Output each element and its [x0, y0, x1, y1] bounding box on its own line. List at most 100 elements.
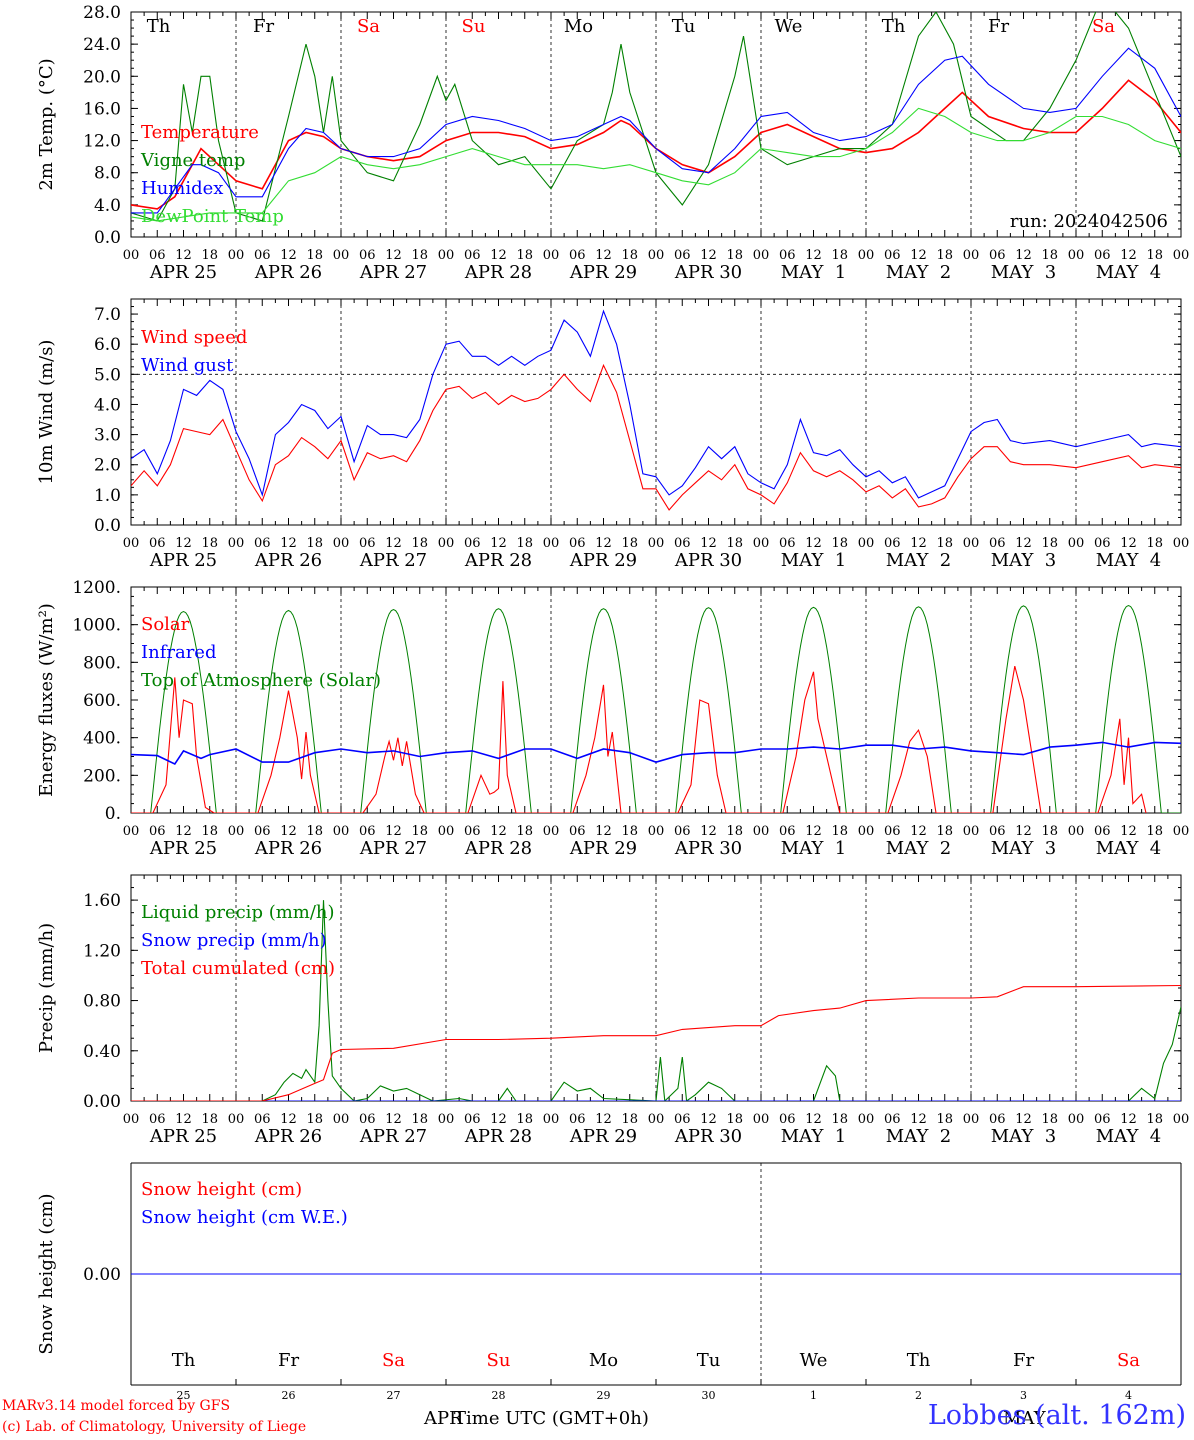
- hour-tick-label: 18: [936, 248, 953, 263]
- hour-tick-label: 00: [648, 824, 665, 839]
- hour-tick-label: 06: [464, 248, 481, 263]
- hour-tick-label: 18: [516, 1112, 533, 1127]
- date-label: MAY 3: [991, 550, 1056, 571]
- hour-tick-label: 12: [280, 824, 297, 839]
- date-label: APR 26: [254, 550, 322, 571]
- hour-tick-label: 12: [385, 536, 402, 551]
- y-tick-label: 0.0: [94, 228, 121, 248]
- y-tick-label: 600.: [83, 691, 121, 711]
- hour-tick-label: 06: [1094, 248, 1111, 263]
- hour-tick-label: 12: [385, 824, 402, 839]
- hour-tick-label: 00: [438, 1112, 455, 1127]
- y-axis-title: 10m Wind (m/s): [36, 340, 57, 485]
- date-label: APR 28: [464, 838, 532, 859]
- legend-entry: DewPoint Temp: [141, 206, 284, 227]
- series-solar-line: [131, 665, 1147, 813]
- day-number-label: 1: [810, 1389, 817, 1402]
- hour-tick-label: 06: [779, 824, 796, 839]
- weekday-label: Th: [172, 1350, 196, 1371]
- hour-tick-label: 12: [490, 1112, 507, 1127]
- hour-tick-label: 18: [831, 824, 848, 839]
- hour-tick-label: 12: [490, 248, 507, 263]
- y-tick-label: 3.0: [94, 426, 121, 446]
- hour-tick-label: 00: [543, 824, 560, 839]
- y-tick-label: 0.0: [94, 516, 121, 536]
- legend-entry: Snow height (cm W.E.): [141, 1207, 348, 1228]
- hour-tick-label: 00: [228, 536, 245, 551]
- date-label: APR 30: [674, 550, 742, 571]
- y-tick-label: 1.20: [83, 941, 121, 961]
- legend-entry: Wind speed: [141, 327, 247, 348]
- day-number-label: 2: [915, 1389, 922, 1402]
- y-tick-label: 6.0: [94, 335, 121, 355]
- day-number-label: 29: [597, 1389, 611, 1402]
- weekday-label: Sa: [1092, 16, 1115, 37]
- plot-frame: [130, 11, 1182, 238]
- hour-tick-label: 00: [753, 248, 770, 263]
- date-label: APR 30: [674, 838, 742, 859]
- hour-tick-label: 06: [254, 536, 271, 551]
- hour-tick-label: 00: [1068, 248, 1085, 263]
- date-label: MAY 1: [781, 838, 846, 859]
- date-label: MAY 2: [886, 1126, 951, 1147]
- hour-tick-label: 06: [149, 248, 166, 263]
- hour-tick-label: 12: [910, 248, 927, 263]
- day-number-label: 3: [1020, 1389, 1027, 1402]
- hour-tick-label: 12: [700, 248, 717, 263]
- date-label: APR 30: [674, 1126, 742, 1147]
- hour-tick-label: 00: [1173, 824, 1190, 839]
- series-wind-gust-line: [131, 309, 1181, 499]
- date-label: MAY 4: [1096, 1126, 1161, 1147]
- date-label: APR 29: [569, 838, 637, 859]
- hour-tick-label: 18: [621, 824, 638, 839]
- day-number-label: 26: [282, 1389, 296, 1402]
- hour-tick-label: 18: [726, 1112, 743, 1127]
- weekday-label: Sa: [382, 1350, 405, 1371]
- hour-tick-label: 06: [884, 536, 901, 551]
- hour-tick-label: 06: [464, 536, 481, 551]
- date-label: APR 25: [149, 262, 217, 283]
- weekday-label: Sa: [357, 16, 380, 37]
- day-number-label: 4: [1125, 1389, 1132, 1402]
- hour-tick-label: 06: [884, 1112, 901, 1127]
- hour-tick-label: 00: [753, 536, 770, 551]
- y-tick-label: 4.0: [94, 196, 121, 216]
- hour-tick-label: 06: [569, 248, 586, 263]
- hour-tick-label: 06: [569, 1112, 586, 1127]
- hour-tick-label: 18: [1146, 536, 1163, 551]
- hour-tick-label: 18: [936, 824, 953, 839]
- hour-tick-label: 18: [306, 536, 323, 551]
- x-axis-title: Time UTC (GMT+0h): [454, 1408, 649, 1429]
- hour-tick-label: 00: [438, 824, 455, 839]
- hour-tick-label: 18: [1041, 824, 1058, 839]
- hour-tick-label: 06: [884, 824, 901, 839]
- hour-tick-label: 18: [306, 1112, 323, 1127]
- date-label: APR 27: [359, 262, 427, 283]
- hour-tick-label: 12: [1015, 824, 1032, 839]
- y-tick-label: 0.: [105, 804, 121, 824]
- hour-tick-label: 00: [438, 248, 455, 263]
- date-label: MAY 4: [1096, 262, 1161, 283]
- legend-entry: Total cumulated (cm): [141, 958, 335, 979]
- hour-tick-label: 00: [543, 536, 560, 551]
- hour-tick-label: 12: [1120, 248, 1137, 263]
- date-label: MAY 1: [781, 1126, 846, 1147]
- hour-tick-label: 18: [1041, 248, 1058, 263]
- hour-tick-label: 18: [1041, 1112, 1058, 1127]
- hour-tick-label: 06: [254, 824, 271, 839]
- hour-tick-label: 00: [438, 536, 455, 551]
- hour-tick-label: 06: [569, 824, 586, 839]
- hour-tick-label: 06: [1094, 824, 1111, 839]
- hour-tick-label: 12: [280, 1112, 297, 1127]
- hour-tick-label: 06: [359, 248, 376, 263]
- hour-tick-label: 06: [884, 248, 901, 263]
- hour-tick-label: 18: [1146, 248, 1163, 263]
- panel-snow: Th Fr Sa Su Mo Tu We Th Fr Sa 25 26 27 28 29 30 1 2 3 4 APRT…: [36, 1162, 1182, 1429]
- y-tick-label: 0.40: [83, 1042, 121, 1062]
- hour-tick-label: 06: [1094, 1112, 1111, 1127]
- lab-credit: (c) Lab. of Climatology, University of L…: [2, 1419, 307, 1435]
- hour-tick-label: 06: [989, 824, 1006, 839]
- legend-entry: Wind gust: [141, 355, 234, 376]
- hour-tick-label: 18: [201, 248, 218, 263]
- y-tick-label: 8.0: [94, 164, 121, 184]
